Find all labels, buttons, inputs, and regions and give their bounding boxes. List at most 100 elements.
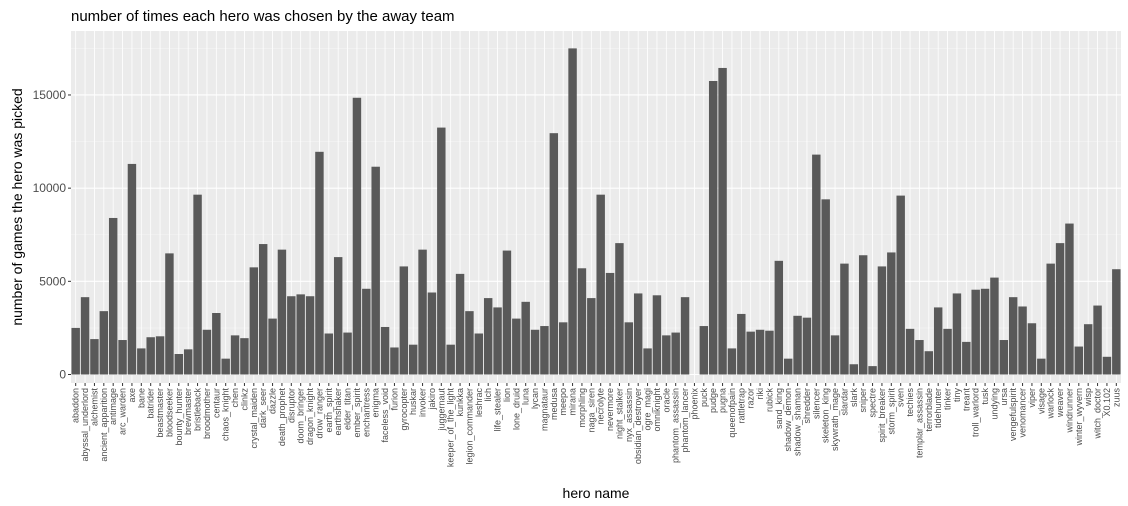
bar-elder_titan (343, 332, 352, 375)
bar-brewmaster (183, 349, 193, 375)
x-tick-label: sniper (858, 388, 868, 413)
bar-sand_king (774, 260, 784, 375)
bar-visage (1037, 358, 1046, 375)
x-tick-label: night_stalker (614, 388, 624, 439)
x-tick-label: bounty_hunter (174, 388, 184, 446)
bar-venomancer (1018, 306, 1027, 375)
x-tick-label: visage (1036, 388, 1046, 414)
x-tick-label: ancient_apparition (99, 388, 109, 462)
bar-puck (699, 326, 709, 375)
bar-lone_druid (512, 318, 521, 375)
bar-beastmaster (155, 336, 165, 375)
x-tick-label: earthshaker (333, 388, 343, 436)
bar-enigma (371, 166, 380, 375)
bar-shadow_shaman (793, 315, 802, 375)
x-tick-label: abyssal_underlord (80, 388, 90, 462)
x-tick-label: skywrath_mage (830, 388, 840, 451)
bar-faceless_void (380, 326, 390, 375)
bar-skywrath_mage (830, 335, 840, 375)
x-tick-label: dazzle (268, 388, 278, 414)
bar-bristleback (193, 194, 202, 375)
x-tick-label: venomancer (1018, 388, 1028, 438)
bar-earthshaker (333, 257, 343, 375)
x-tick-label: centaur (211, 388, 221, 418)
bar-naga_siren (587, 298, 596, 375)
x-tick-label: medusa (549, 388, 559, 420)
bar-slark (849, 364, 859, 375)
bar-phantom_lancer (680, 297, 690, 375)
x-tick-label: witch_doctor (1093, 388, 1103, 440)
y-tick-label: 15000 (33, 88, 67, 102)
bar-winter_wyvern (1074, 346, 1084, 375)
x-tick-label: clinkz (239, 388, 249, 411)
x-tick-label: queenofpain (727, 388, 737, 438)
bar-ogre_magi (643, 348, 652, 375)
x-tick-label: lich (483, 388, 493, 402)
x-tick-label: furion (389, 388, 399, 411)
bar-arc_warden (118, 340, 127, 375)
x-tick-label: leshrac (474, 388, 484, 418)
bar-crystal_maiden (249, 267, 259, 375)
bars (71, 48, 1121, 375)
bar-nyx_assassin (624, 322, 634, 375)
bar-obsidian_destroyer (633, 293, 643, 375)
bar-enchantress (362, 288, 371, 375)
x-tick-label: death_prophet (277, 388, 287, 447)
x-tick-label: invoker (418, 388, 428, 417)
bar-luna (521, 301, 530, 375)
bar-clinkz (240, 338, 249, 375)
x-tick-label: gyrocopter (399, 388, 409, 431)
bar-vengefulspirit (1008, 297, 1018, 375)
x-tick-label: bloodseeker (164, 388, 174, 437)
bar-warlock (1046, 263, 1055, 375)
bar-morphling (577, 268, 587, 375)
bar-troll_warlord (971, 289, 980, 375)
bar-slardar (840, 263, 849, 375)
bar-medusa (549, 133, 559, 375)
bar-dragon_knight (305, 296, 315, 375)
bar-broodmother (202, 329, 212, 375)
bar-axe (127, 163, 137, 375)
x-tick-label: undying (989, 388, 999, 420)
x-tick-label: bristleback (193, 388, 203, 432)
x-tick-label: tiny (952, 388, 962, 403)
x-tick-label: rattletrap (736, 388, 746, 424)
bar-undying (990, 277, 999, 375)
x-tick-label: warlock (1046, 388, 1056, 420)
x-tick-label: faceless_void (380, 388, 390, 443)
x-tick-label: nevermore (605, 388, 615, 431)
bar-chen (230, 335, 240, 375)
bar-ember_spirit (352, 97, 362, 375)
x-tick-label: abaddon (71, 388, 81, 423)
x-tick-label: drow_ranger (314, 388, 324, 439)
x-tick-label: dragon_knight (305, 388, 315, 446)
x-tick-label: oracle (661, 388, 671, 413)
bar-storm_spirit (887, 252, 896, 375)
x-tick-label: enchantress (361, 388, 371, 438)
bar-razor (746, 331, 755, 375)
bar-rubick (765, 330, 774, 375)
bar-silencer (812, 154, 821, 375)
x-tick-label: riki (755, 388, 765, 400)
x-tick-label: bane (136, 388, 146, 408)
bar-skeleton_king (821, 199, 830, 375)
bar-oracle (662, 335, 671, 375)
bar-huskar (408, 344, 418, 375)
x-tick-label: beastmaster (155, 388, 165, 438)
x-tick-label: vengefulspirit (1008, 388, 1018, 442)
x-tick-label: doom_bringer (296, 388, 306, 444)
bar-alchemist (90, 339, 99, 375)
x-tick-label: lion (502, 388, 512, 402)
bar-omniknight (652, 295, 662, 375)
x-tick-label: techies (905, 388, 915, 417)
x-tick-label: broodmother (202, 388, 212, 439)
bar-tusk (980, 288, 990, 375)
bar-batrider (146, 337, 155, 375)
x-tick-label: templar_assassin (914, 388, 924, 458)
x-axis-title: hero name (563, 485, 630, 501)
bar-phantom_assassin (671, 332, 680, 375)
bar-tinker (943, 328, 952, 375)
x-tick-label: sand_king (774, 388, 784, 429)
bar-furion (390, 347, 399, 375)
